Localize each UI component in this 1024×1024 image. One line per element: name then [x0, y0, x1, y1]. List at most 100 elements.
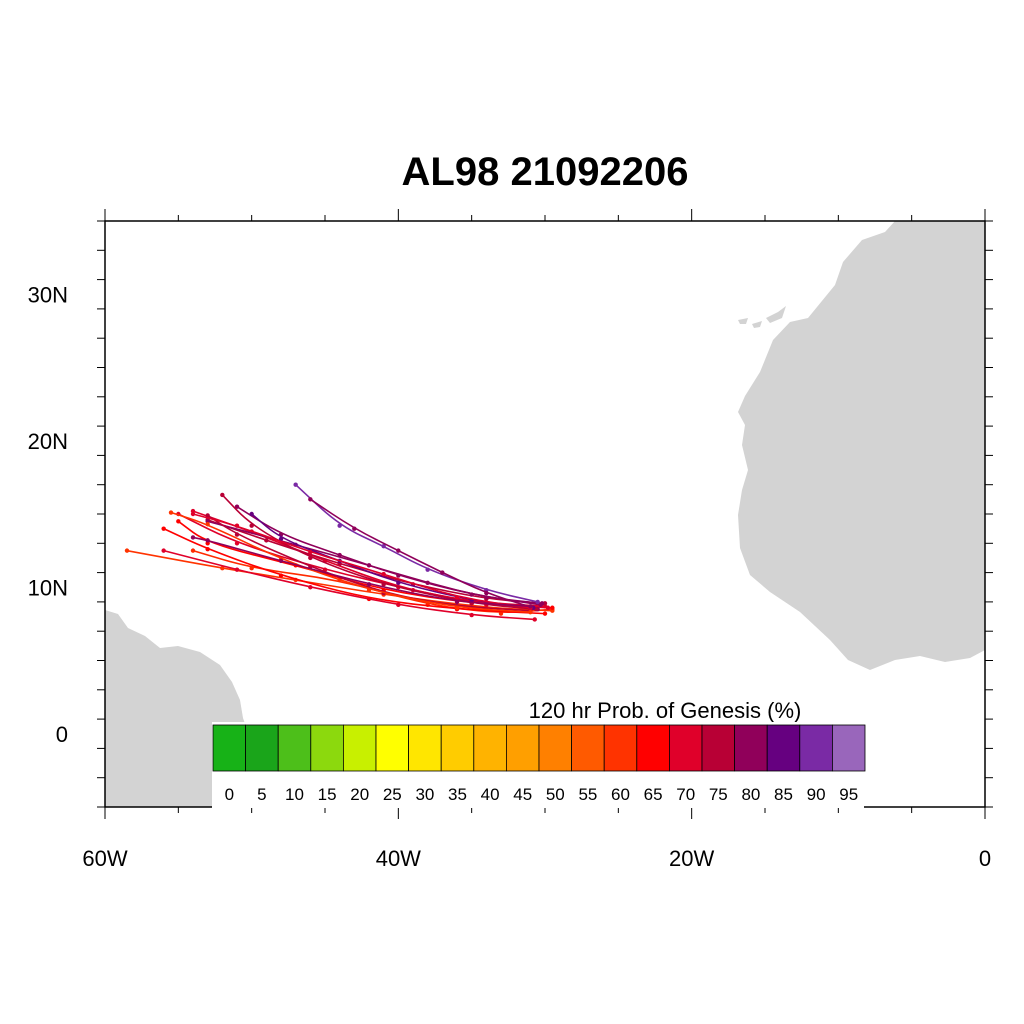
track-point: [234, 567, 240, 572]
colorbar-tick-label: 95: [839, 785, 858, 804]
track-point: [532, 617, 537, 622]
track-layer: [124, 482, 555, 622]
land-canary-islands: [738, 306, 786, 328]
track-point: [308, 585, 313, 590]
colorbar-tick-label: 15: [318, 785, 337, 804]
colorbar-tick-label: 10: [285, 785, 304, 804]
colorbar-tick-label: 35: [448, 785, 467, 804]
colorbar-tick-label: 40: [481, 785, 500, 804]
track-point: [234, 541, 240, 546]
colorbar-tick-label: 80: [741, 785, 760, 804]
x-tick-label: 0: [979, 846, 991, 871]
track-point: [396, 602, 401, 608]
colorbar: 120 hr Prob. of Genesis (%) 0 5 10 15 20 25 30…: [212, 690, 866, 808]
colorbar-tick-label: 45: [513, 785, 532, 804]
colorbar-swatch: [505, 724, 540, 772]
x-tick-label: 60W: [82, 846, 127, 871]
y-tick-label: 0: [56, 722, 68, 747]
x-tick-label: 40W: [376, 846, 421, 871]
storm-track: [221, 494, 537, 611]
storm-track: [192, 536, 531, 608]
colorbar-tick-label: 0: [225, 785, 234, 804]
track-point: [381, 571, 386, 577]
track-point: [205, 513, 210, 518]
colorbar-tick-label: 25: [383, 785, 402, 804]
colorbar-tick-label: 75: [709, 785, 728, 804]
track-point: [249, 566, 254, 571]
x-tick-label: 20W: [669, 846, 714, 871]
y-tick-label: 30N: [28, 282, 68, 307]
colorbar-swatch: [408, 724, 442, 772]
track-point: [366, 587, 372, 593]
colorbar-swatch: [277, 724, 312, 772]
colorbar-swatch: [734, 724, 768, 772]
storm-track: [163, 549, 535, 621]
colorbar-swatch: [310, 724, 344, 772]
map-title: AL98 21092206: [401, 150, 689, 194]
track-point: [538, 602, 543, 608]
track-point: [124, 548, 130, 553]
track-point: [264, 538, 269, 543]
colorbar-tick-label: 85: [774, 785, 793, 804]
storm-track: [309, 498, 538, 610]
storm-track: [207, 514, 531, 612]
track-point: [249, 523, 254, 528]
track-point: [308, 555, 313, 561]
track-point: [528, 604, 533, 609]
track-point: [454, 595, 460, 600]
track-point: [168, 510, 174, 515]
track-point: [308, 497, 313, 502]
colorbar-swatch: [799, 724, 833, 772]
track-point: [234, 504, 240, 509]
colorbar-tick-label: 90: [807, 785, 826, 804]
colorbar-tick-label: 60: [611, 785, 630, 804]
track-point: [396, 580, 401, 586]
track-point: [161, 548, 166, 553]
storm-track: [163, 527, 546, 615]
colorbar-swatch: [473, 724, 507, 772]
track-point: [498, 611, 504, 616]
colorbar-tick-label: 50: [546, 785, 565, 804]
track-point: [352, 526, 357, 531]
track-point: [220, 566, 225, 571]
colorbar-swatch: [440, 724, 475, 772]
track-point: [440, 570, 445, 575]
track-point: [205, 522, 210, 527]
track-point: [542, 611, 548, 616]
storm-track: [170, 511, 531, 613]
colorbar-tick-label: 55: [578, 785, 597, 804]
colorbar-labels: 0 5 10 15 20 25 30 35 40 45 50 55 60 65 70 75 80 85 90 95: [225, 785, 859, 804]
track-point: [190, 548, 196, 553]
colorbar-swatch: [245, 724, 279, 772]
colorbar-swatch: [832, 724, 866, 772]
colorbar-swatch: [538, 724, 572, 772]
y-tick-label: 20N: [28, 429, 68, 454]
track-point: [381, 582, 386, 587]
track-point: [396, 573, 401, 578]
colorbar-swatch: [212, 724, 246, 772]
track-point: [249, 511, 254, 517]
track-point: [469, 592, 474, 597]
colorbar-swatches: [212, 724, 866, 772]
track-point: [278, 536, 284, 542]
track-point: [234, 532, 240, 537]
colorbar-swatch: [701, 724, 735, 772]
track-point: [454, 599, 460, 605]
track-point: [396, 548, 401, 553]
colorbar-tick-label: 5: [257, 785, 266, 804]
track-point: [484, 590, 489, 596]
track-point: [190, 511, 196, 517]
track-point: [205, 546, 210, 552]
land-africa: [738, 221, 985, 670]
colorbar-title: 120 hr Prob. of Genesis (%): [529, 698, 802, 723]
track-point: [550, 605, 555, 610]
track-point: [234, 523, 240, 528]
y-tick-label: 10N: [28, 575, 68, 600]
track-point: [337, 523, 342, 528]
track-point: [469, 612, 474, 618]
track-point: [293, 482, 298, 487]
track-point: [454, 605, 460, 610]
colorbar-swatch: [766, 724, 801, 772]
track-point: [308, 549, 313, 555]
